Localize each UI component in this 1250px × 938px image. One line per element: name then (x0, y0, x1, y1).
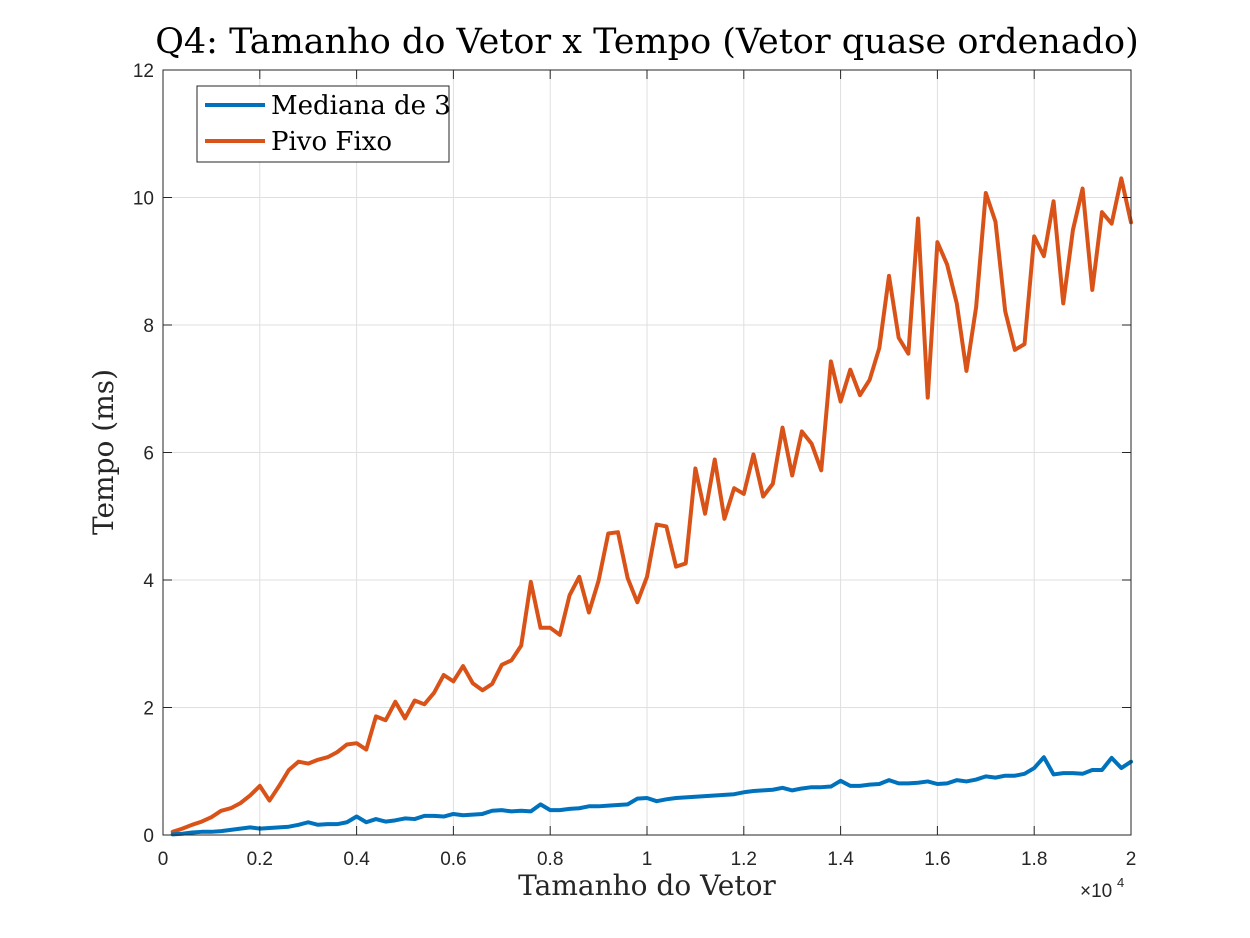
x-tick-label: 1 (642, 849, 653, 870)
series-line-mediana-de-3 (170, 755, 1133, 837)
y-tick-label: 2 (143, 699, 154, 720)
tick-marks (162, 69, 1132, 836)
y-tick-label: 0 (143, 826, 154, 847)
y-tick-label: 12 (133, 61, 154, 82)
legend-label-pivo: Pivo Fixo (271, 127, 392, 157)
x-tick-label: 1.2 (731, 849, 757, 870)
x-tick-label: 1.8 (1021, 849, 1047, 870)
legend-box (196, 85, 450, 163)
chart-title: Q4: Tamanho do Vetor x Tempo (Vetor quas… (155, 22, 1139, 62)
x-tick-label: 2 (1126, 849, 1137, 870)
y-tick-label: 6 (143, 444, 154, 465)
x-axis-label: Tamanho do Vetor (518, 869, 776, 902)
y-tick-label: 8 (143, 316, 154, 337)
y-axis-label: Tempo (ms) (87, 369, 120, 535)
tick-labels: 0 0.2 0.4 0.6 0.8 1 1.2 1.4 1.6 1.8 2 0 2 4 6 8 10 12 (133, 61, 1136, 870)
y-tick-label: 4 (143, 571, 154, 592)
x-exponent-power: 4 (1117, 875, 1124, 890)
x-axis-exponent: ×10 4 (1080, 875, 1124, 902)
y-tick-label: 10 (133, 189, 154, 210)
x-tick-label: 0.2 (247, 849, 273, 870)
x-exponent-base: ×10 (1080, 881, 1112, 902)
x-tick-label: 0.6 (440, 849, 466, 870)
legend-label-mediana: Mediana de 3 (271, 91, 451, 121)
x-tick-label: 0 (158, 849, 169, 870)
series-line-pivo-fixo (170, 176, 1133, 834)
x-tick-label: 1.4 (827, 849, 854, 870)
x-tick-label: 0.8 (537, 849, 563, 870)
x-tick-label: 0.4 (343, 849, 370, 870)
series-layer (170, 176, 1133, 837)
legend: Mediana de 3 Pivo Fixo (196, 85, 451, 163)
x-tick-label: 1.6 (924, 849, 950, 870)
